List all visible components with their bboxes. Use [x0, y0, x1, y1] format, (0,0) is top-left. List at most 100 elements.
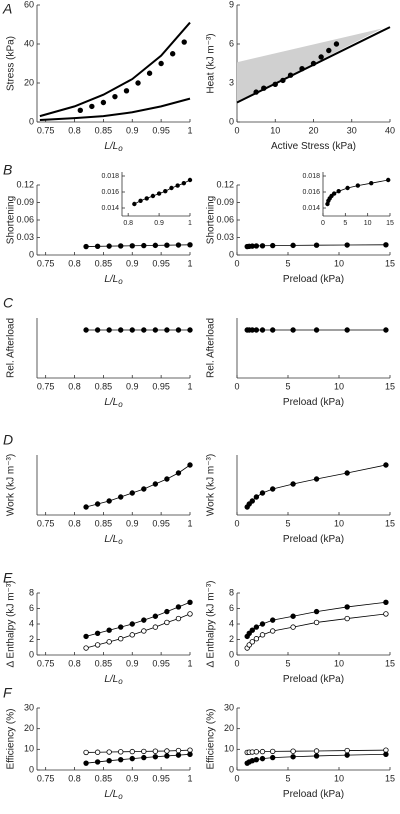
panel-label: A [2, 1, 12, 17]
data-point [118, 636, 124, 642]
data-point [94, 327, 101, 333]
x-axis-label-main: L/L [104, 534, 118, 545]
panel-label: F [3, 685, 13, 701]
x-tick-label: 0.95 [152, 258, 170, 268]
y-tick-label: 6 [229, 38, 234, 48]
y-tick-label: 8 [29, 587, 34, 597]
chart-panel: 0 20 40 60 0.75 0.8 0.85 0.9 0.95 1 Stress (kPa) L/… [2, 0, 193, 153]
data-point [313, 242, 320, 248]
data-point [129, 490, 135, 496]
data-point [290, 481, 296, 487]
x-tick-label: 1 [187, 773, 192, 783]
data-point [106, 749, 112, 755]
x-tick-label: 20 [308, 125, 318, 135]
data-point [290, 624, 296, 630]
data-point [259, 327, 266, 333]
data-point [164, 748, 170, 754]
data-point [383, 751, 389, 757]
data-point [94, 749, 101, 755]
data-point [187, 327, 193, 333]
x-axis-label-main: Preload (kPa) [283, 534, 344, 545]
y-axis-label: Efficiency (%) [6, 709, 17, 770]
x-axis-label-sub: o [118, 144, 123, 153]
data-point [175, 752, 182, 758]
data-point [106, 627, 112, 633]
x-tick-label: 0 [234, 773, 239, 783]
data-point [270, 754, 276, 761]
data-point [331, 191, 337, 196]
data-point [280, 77, 286, 84]
y-tick-label: 2 [229, 634, 234, 644]
data-point [175, 615, 182, 622]
y-axis-label: Stress (kPa) [6, 36, 17, 91]
data-point [287, 72, 294, 78]
y-tick-label: 10 [224, 744, 234, 754]
data-point [187, 462, 193, 468]
data-point [118, 243, 124, 249]
data-point [118, 749, 124, 755]
x-tick-label: 15 [385, 518, 395, 528]
y-tick-label: 0 [29, 249, 34, 259]
data-point [253, 756, 260, 763]
data-line [85, 613, 191, 649]
panel-label: B [3, 162, 12, 178]
x-axis-label: L/Lo [104, 789, 123, 801]
x-tick-label: 0.95 [152, 658, 170, 668]
data-point [270, 617, 276, 623]
data-point [83, 760, 89, 766]
data-point [146, 70, 153, 76]
data-point [129, 327, 135, 333]
x-tick-label: 0.8 [68, 773, 81, 783]
x-tick-label: 1 [187, 381, 192, 391]
data-point [253, 89, 259, 95]
data-point [259, 490, 266, 496]
data-point [152, 624, 159, 630]
data-point [344, 327, 350, 333]
data-point [259, 755, 266, 762]
data-point [290, 748, 296, 754]
data-point [94, 243, 101, 250]
data-point [259, 748, 266, 755]
data-point [106, 639, 112, 645]
x-tick-label: 5 [285, 258, 290, 268]
data-point [141, 486, 147, 492]
inset-background [92, 168, 194, 230]
x-axis-label: L/Lo [104, 674, 123, 686]
data-point [83, 633, 89, 640]
data-point [272, 81, 278, 87]
data-point [118, 756, 124, 763]
y-axis-label: Efficiency (%) [206, 709, 217, 770]
x-tick-label: 0.95 [152, 518, 170, 528]
data-point [118, 624, 124, 630]
x-tick-label: 15 [385, 658, 395, 668]
data-point [83, 645, 89, 651]
data-point [141, 242, 147, 249]
data-point [253, 749, 260, 755]
data-point [141, 748, 147, 755]
data-point [164, 619, 170, 626]
data-point [94, 501, 101, 507]
y-axis-label: Shortening [206, 196, 217, 244]
data-point [290, 754, 296, 760]
data-point [259, 632, 266, 638]
x-tick-label: 0.85 [95, 658, 113, 668]
y-tick-label: 0 [29, 116, 34, 126]
chart-panel: 0 2 4 6 8 0.75 0.8 0.85 0.9 0.95 1 Δ Enthalpy (kJ m… [3, 570, 193, 686]
x-axis-label: Preload (kPa) [283, 274, 344, 285]
y-tick-label: 0.12 [16, 179, 34, 189]
y-tick-label: 9 [229, 0, 234, 9]
x-axis-label-main: Preload (kPa) [283, 674, 344, 685]
x-tick-label: 10 [334, 518, 344, 528]
y-tick-label: 0.014 [302, 205, 320, 212]
x-tick-label: 1 [187, 125, 192, 135]
data-point [123, 88, 130, 94]
y-tick-label: 6 [229, 603, 234, 613]
y-tick-label: 0.12 [216, 179, 234, 189]
data-point [270, 628, 276, 634]
x-axis-label-main: L/L [104, 674, 118, 685]
y-tick-label: 0.09 [216, 197, 234, 207]
data-point [383, 327, 389, 333]
data-line [39, 97, 191, 122]
data-point [94, 759, 101, 765]
y-tick-label: 0.06 [216, 214, 234, 224]
